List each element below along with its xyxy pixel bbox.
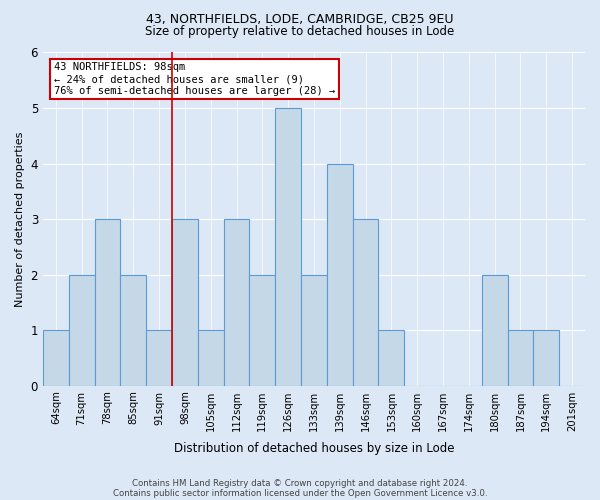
Text: Size of property relative to detached houses in Lode: Size of property relative to detached ho… [145, 25, 455, 38]
Bar [482, 274, 508, 386]
Bar [198, 330, 224, 386]
Text: Contains HM Land Registry data © Crown copyright and database right 2024.: Contains HM Land Registry data © Crown c… [132, 478, 468, 488]
Bar [327, 164, 353, 386]
Text: 43, NORTHFIELDS, LODE, CAMBRIDGE, CB25 9EU: 43, NORTHFIELDS, LODE, CAMBRIDGE, CB25 9… [146, 12, 454, 26]
Bar [301, 274, 327, 386]
Bar [379, 330, 404, 386]
Y-axis label: Number of detached properties: Number of detached properties [15, 132, 25, 307]
Bar [95, 219, 121, 386]
Bar [508, 330, 533, 386]
Bar [275, 108, 301, 386]
X-axis label: Distribution of detached houses by size in Lode: Distribution of detached houses by size … [174, 442, 454, 455]
Bar [146, 330, 172, 386]
Bar [224, 219, 250, 386]
Bar [172, 219, 198, 386]
Bar [121, 274, 146, 386]
Bar [533, 330, 559, 386]
Text: Contains public sector information licensed under the Open Government Licence v3: Contains public sector information licen… [113, 488, 487, 498]
Text: 43 NORTHFIELDS: 98sqm
← 24% of detached houses are smaller (9)
76% of semi-detac: 43 NORTHFIELDS: 98sqm ← 24% of detached … [54, 62, 335, 96]
Bar [250, 274, 275, 386]
Bar [43, 330, 69, 386]
Bar [353, 219, 379, 386]
Bar [69, 274, 95, 386]
